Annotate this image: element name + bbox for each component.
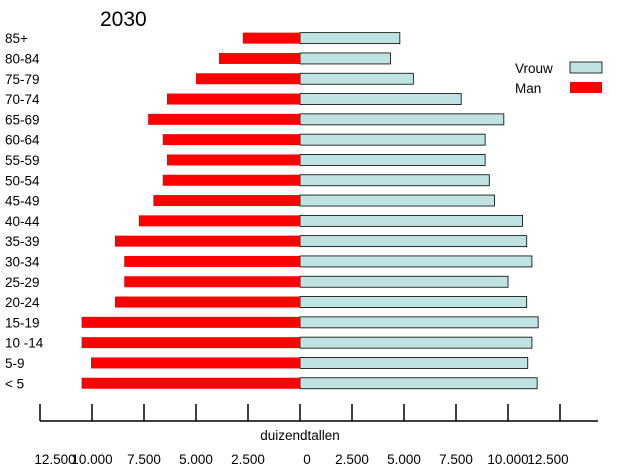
tick-label-6: 2.500 bbox=[335, 452, 369, 467]
bar-vrouw-17 bbox=[299, 377, 538, 390]
bar-man-2 bbox=[196, 73, 300, 85]
legend: Vrouw Man bbox=[515, 61, 603, 96]
bar-vrouw-11 bbox=[299, 255, 533, 268]
tick-label-0: 12.500 bbox=[34, 452, 75, 467]
bar-vrouw-1 bbox=[299, 52, 391, 65]
bar-man-1 bbox=[218, 52, 300, 64]
tick-label-10: 12.500 bbox=[527, 452, 568, 467]
bar-vrouw-15 bbox=[299, 336, 533, 349]
age-label-17: < 5 bbox=[5, 376, 24, 391]
bar-vrouw-0 bbox=[299, 32, 401, 45]
legend-swatch-1 bbox=[570, 82, 602, 93]
bar-vrouw-6 bbox=[299, 154, 486, 166]
tick-label-2: 7.500 bbox=[127, 452, 161, 467]
age-label-10: 35-39 bbox=[5, 234, 40, 249]
bar-vrouw-8 bbox=[299, 194, 495, 207]
legend-swatch-0 bbox=[569, 61, 603, 74]
tick-label-8: 7.500 bbox=[439, 452, 473, 467]
age-label-0: 85+ bbox=[5, 31, 28, 46]
bar-vrouw-3 bbox=[299, 93, 462, 105]
legend-label-1: Man bbox=[515, 81, 541, 96]
age-label-9: 40-44 bbox=[5, 214, 40, 229]
bar-vrouw-9 bbox=[299, 214, 523, 227]
tick-label-9: 10.000 bbox=[487, 452, 528, 467]
bar-vrouw-7 bbox=[299, 174, 490, 187]
bar-man-16 bbox=[90, 357, 301, 369]
chart-title: 2030 bbox=[100, 8, 147, 31]
age-label-15: 10 -14 bbox=[5, 336, 44, 351]
bar-man-4 bbox=[148, 113, 300, 125]
age-label-8: 45-49 bbox=[5, 194, 40, 209]
tick-label-3: 5.000 bbox=[179, 452, 213, 467]
bars-group bbox=[81, 32, 539, 390]
bar-vrouw-16 bbox=[299, 357, 529, 369]
tick-label-1: 10.000 bbox=[71, 452, 112, 467]
tick-label-4: 2.500 bbox=[231, 452, 265, 467]
tick-label-7: 5.000 bbox=[387, 452, 421, 467]
age-label-7: 50-54 bbox=[5, 173, 40, 188]
x-axis bbox=[39, 404, 598, 422]
age-label-6: 55-59 bbox=[5, 153, 40, 168]
bar-man-3 bbox=[166, 93, 300, 105]
bar-vrouw-5 bbox=[299, 133, 486, 146]
bar-vrouw-10 bbox=[299, 235, 528, 248]
age-label-4: 65-69 bbox=[5, 112, 40, 127]
x-axis-label: duizendtallen bbox=[260, 428, 340, 443]
age-labels-group: 85+ 80-84 75-79 70-74 65-69 60-64 55-59 50-54 45… bbox=[5, 31, 44, 391]
bar-man-7 bbox=[162, 174, 300, 186]
bar-vrouw-2 bbox=[299, 72, 414, 85]
age-label-5: 60-64 bbox=[5, 133, 40, 148]
bar-man-10 bbox=[114, 235, 300, 247]
legend-label-0: Vrouw bbox=[515, 61, 553, 76]
bar-man-12 bbox=[124, 276, 301, 288]
bar-man-5 bbox=[162, 134, 300, 146]
age-label-2: 75-79 bbox=[5, 72, 40, 87]
bar-man-11 bbox=[124, 255, 301, 267]
bar-man-6 bbox=[166, 154, 300, 166]
bar-vrouw-14 bbox=[299, 316, 539, 329]
bar-vrouw-4 bbox=[299, 113, 505, 126]
age-label-1: 80-84 bbox=[5, 51, 40, 66]
tick-label-5: 0 bbox=[303, 452, 311, 467]
bar-man-8 bbox=[153, 195, 300, 207]
bar-man-9 bbox=[138, 215, 300, 227]
bar-man-0 bbox=[242, 32, 300, 44]
bar-vrouw-13 bbox=[299, 296, 528, 308]
age-label-16: 5-9 bbox=[5, 356, 25, 371]
bar-man-13 bbox=[114, 296, 300, 308]
age-label-14: 15-19 bbox=[5, 315, 40, 330]
age-label-11: 30-34 bbox=[5, 254, 40, 269]
age-label-12: 25-29 bbox=[5, 275, 40, 290]
age-label-13: 20-24 bbox=[5, 295, 40, 310]
bar-man-14 bbox=[81, 316, 300, 328]
age-label-3: 70-74 bbox=[5, 92, 40, 107]
bar-man-15 bbox=[81, 337, 300, 349]
bar-man-17 bbox=[81, 377, 300, 389]
bar-vrouw-12 bbox=[299, 275, 509, 288]
